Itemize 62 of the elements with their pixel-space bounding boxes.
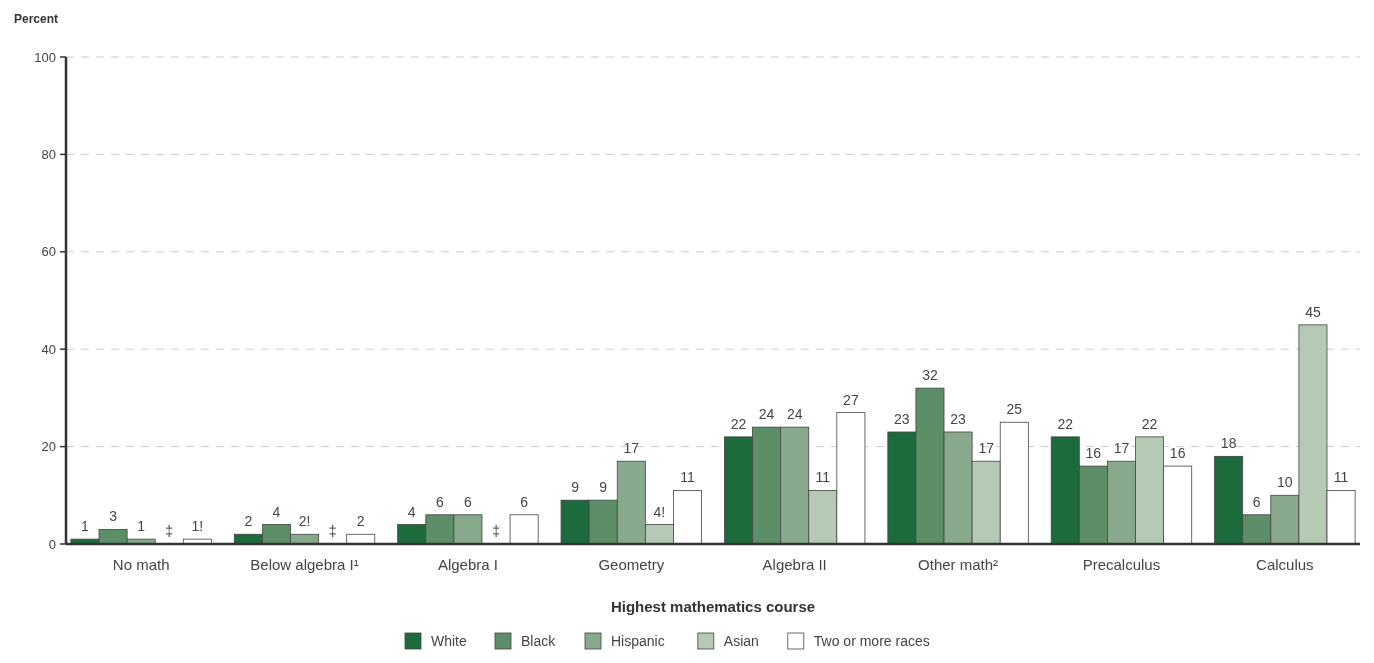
- data-label: 11: [680, 469, 695, 486]
- data-label: 6: [520, 493, 529, 510]
- data-label: 2: [356, 513, 365, 530]
- data-label: 3: [109, 508, 118, 525]
- data-label: 11: [815, 469, 831, 486]
- text: ‡: [328, 523, 337, 539]
- legend-label: Two or more races: [813, 632, 930, 649]
- data-label: 18: [1220, 435, 1237, 452]
- data-label: 16: [1085, 445, 1102, 462]
- data-label: 6: [435, 493, 444, 510]
- data-label: 23: [950, 410, 967, 427]
- x-tick-label: Below algebra I¹: [250, 556, 359, 573]
- y-tick-label: 20: [41, 439, 56, 455]
- data-label: 17: [978, 440, 995, 457]
- data-label: 9: [599, 479, 608, 496]
- data-label: 16: [1169, 445, 1186, 462]
- data-label: 25: [1006, 401, 1023, 418]
- data-label: 17: [1113, 440, 1130, 457]
- data-label: 10: [1277, 474, 1293, 491]
- bar: [509, 514, 539, 545]
- x-tick-label: Precalculus: [1082, 556, 1161, 573]
- data-label: 24: [758, 406, 775, 423]
- x-tick-label: Calculus: [1256, 556, 1314, 573]
- x-tick-label: Geometry: [598, 556, 665, 573]
- data-label: 23: [894, 410, 910, 427]
- y-tick-label: 40: [41, 341, 56, 357]
- y-tick-label: 60: [41, 244, 56, 260]
- data-label: 2: [244, 513, 253, 530]
- data-label: 6: [464, 493, 473, 510]
- y-tick-label: 100: [34, 49, 56, 65]
- data-label: 45: [1305, 303, 1321, 320]
- data-label: 11: [1333, 469, 1349, 486]
- legend-label: Black: [521, 632, 557, 649]
- data-label: 6: [1252, 493, 1261, 510]
- y-tick-label: 80: [41, 146, 56, 162]
- x-tick-label: Algebra II: [762, 556, 827, 573]
- text: ‡: [165, 523, 174, 539]
- x-axis-title: Highest mathematics course: [610, 598, 816, 615]
- data-label: 4: [407, 503, 416, 520]
- data-label: 1: [81, 518, 90, 535]
- data-label: 17: [623, 440, 640, 457]
- data-label: 22: [1141, 415, 1158, 432]
- data-label: 2!: [298, 513, 311, 530]
- legend-label: Hispanic: [611, 632, 665, 649]
- data-label: 32: [922, 367, 938, 384]
- data-label: 22: [730, 415, 747, 432]
- legend-label: White: [431, 632, 467, 649]
- data-label: 4: [272, 503, 281, 520]
- data-label: 4!: [653, 503, 666, 520]
- x-tick-label: No math: [112, 556, 170, 573]
- y-axis-title: Percent: [14, 12, 59, 26]
- text: ‡: [492, 523, 500, 539]
- data-label: 9: [571, 479, 580, 496]
- x-tick-label: Other math²: [918, 556, 999, 573]
- x-tick-label: Algebra I: [437, 556, 498, 573]
- y-tick-label: 0: [48, 536, 56, 552]
- data-label: 1!: [191, 518, 204, 535]
- legend-label: Asian: [723, 632, 759, 649]
- data-label: 24: [786, 406, 803, 423]
- data-label: 27: [843, 391, 859, 408]
- data-label: 1: [137, 518, 146, 535]
- data-label: 22: [1057, 415, 1074, 432]
